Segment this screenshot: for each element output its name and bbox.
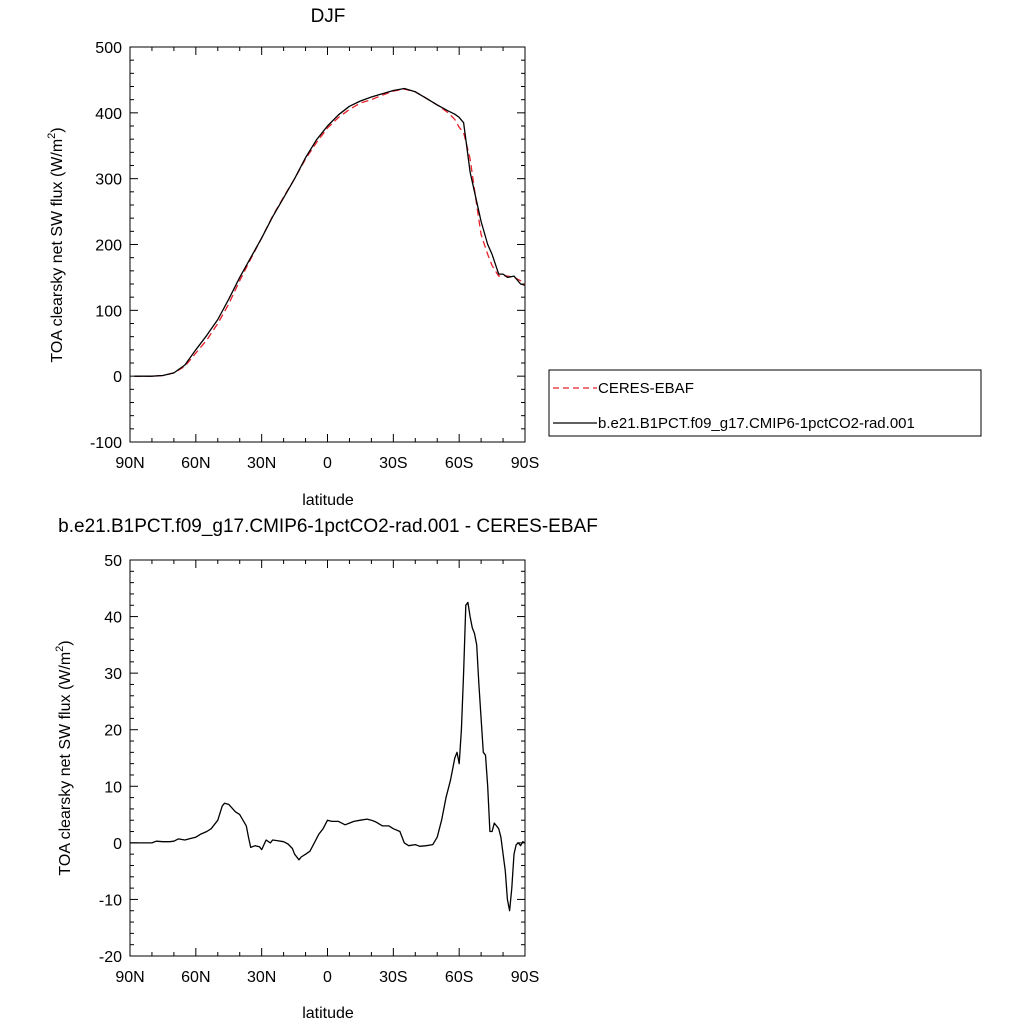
y-tick-label-djf: 500	[95, 40, 122, 57]
y-tick-label-djf: 0	[113, 369, 122, 386]
y-tick-label-difference: 20	[104, 723, 122, 740]
series-difference	[130, 601, 526, 912]
x-tick-label-djf: 90N	[115, 455, 144, 472]
x-axis-label-difference: latitude	[302, 1005, 354, 1022]
y-tick-label-djf: 400	[95, 106, 122, 123]
y-tick-label-djf: -100	[90, 435, 122, 452]
x-tick-label-difference: 0	[323, 969, 332, 986]
legend: CERES-EBAF b.e21.B1PCT.f09_g17.CMIP6-1pc…	[548, 369, 982, 437]
ticks-djf: 90N 60N 30N 0 30S 60S 90S -100 0 100 200 300 400 500	[90, 40, 539, 472]
x-tick-label-djf: 90S	[511, 455, 539, 472]
chart-title-difference: b.e21.B1PCT.f09_g17.CMIP6-1pctCO2-rad.00…	[58, 516, 598, 537]
y-axis-label-difference: TOA clearsky net SW flux (W/m2)	[54, 640, 74, 875]
plot-difference: b.e21.B1PCT.f09_g17.CMIP6-1pctCO2-rad.00…	[54, 516, 598, 1022]
y-tick-label-difference: -10	[99, 892, 122, 909]
legend-box	[548, 369, 982, 437]
x-axis-label-djf: latitude	[302, 492, 354, 509]
x-tick-label-djf: 30S	[379, 455, 407, 472]
x-tick-label-difference: 90N	[115, 969, 144, 986]
y-tick-label-difference: 50	[104, 553, 122, 570]
y-tick-label-difference: 0	[113, 836, 122, 853]
y-tick-label-djf: 300	[95, 172, 122, 189]
x-tick-label-djf: 0	[323, 455, 332, 472]
legend-label-ceres: CERES-EBAF	[598, 380, 694, 397]
y-tick-label-difference: 40	[104, 610, 122, 627]
y-tick-label-djf: 100	[95, 303, 122, 320]
x-tick-label-difference: 60N	[181, 969, 210, 986]
y-tick-label-difference: 30	[104, 666, 122, 683]
x-tick-label-djf: 60N	[181, 455, 210, 472]
x-tick-label-djf: 60S	[445, 455, 473, 472]
series-line-difference-0	[130, 601, 526, 912]
x-tick-label-difference: 30S	[379, 969, 407, 986]
x-tick-label-difference: 60S	[445, 969, 473, 986]
y-tick-label-difference: 10	[104, 779, 122, 796]
x-tick-label-djf: 30N	[247, 455, 276, 472]
y-axis-label-djf: TOA clearsky net SW flux (W/m2)	[46, 127, 66, 362]
series-line-djf-1	[134, 87, 526, 377]
y-tick-label-difference: -20	[99, 949, 122, 966]
ticks-difference: 90N 60N 30N 0 30S 60S 90S -20 -10 0 10 20 30 40 50	[99, 553, 539, 986]
series-line-djf-0	[134, 88, 526, 377]
x-tick-label-difference: 30N	[247, 969, 276, 986]
x-tick-label-difference: 90S	[511, 969, 539, 986]
plot-djf: DJF 90N 60N 30N 0 30S 60S 90S -100 0 100 200 300 400…	[46, 6, 539, 509]
legend-label-model: b.e21.B1PCT.f09_g17.CMIP6-1pctCO2-rad.00…	[598, 415, 915, 432]
chart-title-djf: DJF	[311, 6, 346, 27]
plot-frame-djf	[129, 46, 526, 443]
series-djf	[134, 87, 526, 377]
y-tick-label-djf: 200	[95, 238, 122, 255]
